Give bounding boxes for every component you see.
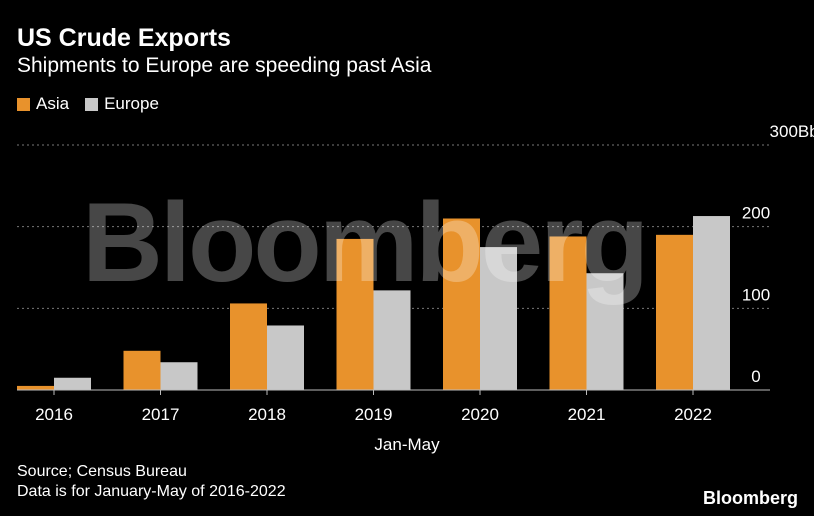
- bar-asia: [123, 350, 161, 390]
- x-tick-label: 2021: [568, 405, 606, 424]
- chart-title: US Crude Exports: [17, 24, 231, 52]
- x-tick-label: 2020: [461, 405, 499, 424]
- bloomberg-watermark: Bloomberg: [82, 180, 649, 305]
- bar-europe: [267, 325, 304, 390]
- x-tick-label: 2017: [142, 405, 180, 424]
- legend-item-europe: Europe: [85, 94, 159, 114]
- bar-europe: [373, 290, 411, 390]
- x-tick-label: 2022: [674, 405, 712, 424]
- bar-asia: [656, 234, 693, 390]
- x-tick-label: 2016: [35, 405, 73, 424]
- data-note: Data is for January-May of 2016-2022: [17, 483, 286, 500]
- y-tick-label: 300Bbl: [770, 122, 814, 141]
- y-tick-label: 0: [751, 367, 760, 386]
- bar-europe: [54, 377, 91, 390]
- source-note: Source; Census Bureau: [17, 463, 187, 480]
- legend-item-asia: Asia: [17, 94, 69, 114]
- bar-asia: [443, 218, 480, 390]
- x-tick-label: 2019: [355, 405, 393, 424]
- legend: Asia Europe: [17, 94, 175, 114]
- bar-europe: [693, 216, 730, 390]
- bar-europe: [586, 273, 624, 390]
- bar-europe: [160, 362, 198, 390]
- legend-label-europe: Europe: [104, 94, 159, 113]
- chart-subtitle: Shipments to Europe are speeding past As…: [17, 54, 432, 77]
- bloomberg-logo: Bloomberg: [702, 488, 798, 508]
- bar-asia: [549, 236, 587, 390]
- bar-asia: [230, 303, 267, 390]
- bar-asia: [17, 385, 54, 390]
- footer: Source; Census Bureau Data is for Januar…: [17, 462, 286, 502]
- legend-label-asia: Asia: [36, 94, 70, 113]
- bar-asia: [336, 238, 374, 390]
- x-axis-label: Jan-May: [374, 435, 440, 454]
- legend-swatch-europe: [85, 97, 99, 111]
- bar-europe: [480, 247, 517, 390]
- y-tick-label: 100: [742, 285, 770, 304]
- y-tick-label: 200: [742, 204, 770, 223]
- legend-swatch-asia: [17, 97, 30, 111]
- x-tick-label: 2018: [248, 405, 286, 424]
